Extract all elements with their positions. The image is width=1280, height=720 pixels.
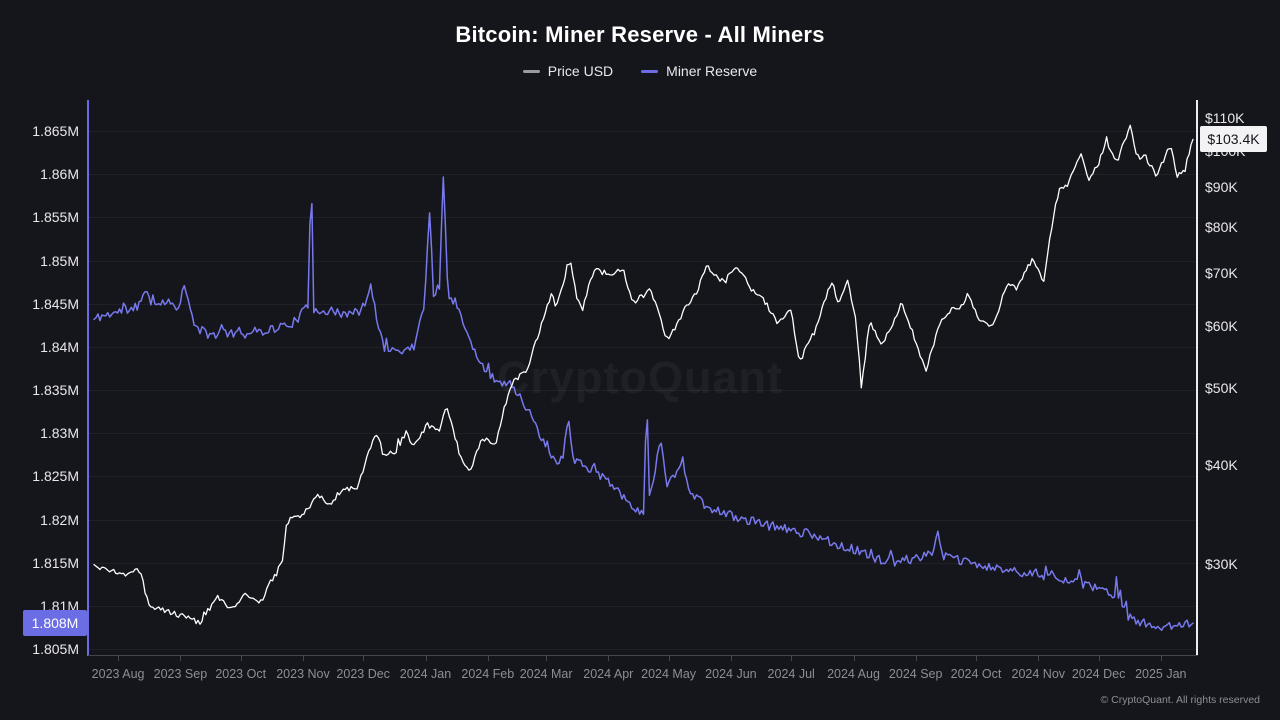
x-axis-tick-label: 2025 Jan bbox=[1135, 667, 1187, 681]
gridline bbox=[89, 519, 1196, 521]
x-axis-tick bbox=[487, 656, 489, 661]
legend-item-reserve[interactable]: Miner Reserve bbox=[641, 63, 757, 79]
x-axis-tick bbox=[791, 656, 793, 661]
x-axis-tick bbox=[915, 656, 917, 661]
legend-item-price[interactable]: Price USD bbox=[522, 63, 614, 79]
x-axis-tick-label: 2024 Aug bbox=[827, 667, 880, 681]
x-axis-tick bbox=[976, 656, 977, 661]
left-axis-tick-label: 1.855M bbox=[32, 209, 79, 226]
right-axis-tick-label: $60K bbox=[1205, 317, 1238, 334]
right-axis-tick-label: $50K bbox=[1205, 380, 1238, 397]
left-axis-line bbox=[87, 100, 89, 656]
right-axis-tick-label: $110K bbox=[1205, 110, 1245, 127]
gridline bbox=[89, 131, 1196, 133]
x-axis-tick-label: 2023 Nov bbox=[276, 667, 330, 681]
x-axis-tick bbox=[240, 656, 242, 661]
x-axis-tick-label: 2024 Nov bbox=[1011, 667, 1066, 681]
gridline bbox=[89, 649, 1196, 651]
gridline bbox=[89, 217, 1196, 219]
gridline bbox=[89, 390, 1196, 392]
legend-label-price: Price USD bbox=[547, 63, 614, 79]
x-axis-line bbox=[88, 655, 1198, 656]
legend-label-reserve: Miner Reserve bbox=[666, 63, 758, 79]
left-axis-tick-label: 1.815M bbox=[32, 554, 79, 571]
gridline bbox=[89, 346, 1196, 348]
x-axis-tick-label: 2024 May bbox=[641, 667, 697, 681]
x-axis-tick bbox=[853, 656, 855, 661]
x-axis-tick bbox=[730, 656, 732, 661]
left-axis-tick-label: 1.86M bbox=[40, 166, 79, 183]
x-axis-tick bbox=[546, 656, 548, 661]
right-axis-tick-label: $40K bbox=[1205, 456, 1238, 473]
x-axis-tick bbox=[425, 656, 427, 661]
gridline bbox=[89, 476, 1196, 478]
x-axis-tick bbox=[180, 656, 182, 661]
price-last-value-badge: $103.4K bbox=[1200, 126, 1267, 153]
x-axis-tick bbox=[1098, 656, 1100, 661]
copyright-text: © CryptoQuant. All rights reserved bbox=[1100, 694, 1260, 706]
right-axis-tick-label: $70K bbox=[1205, 265, 1238, 282]
x-axis-tick-label: 2023 Sep bbox=[153, 667, 208, 681]
gridline bbox=[89, 562, 1196, 564]
left-axis-tick-label: 1.835M bbox=[32, 382, 79, 399]
reserve-last-value-badge: 1.808M bbox=[23, 610, 87, 637]
x-axis-tick bbox=[1160, 656, 1162, 661]
x-axis-tick-label: 2024 Apr bbox=[583, 667, 634, 681]
left-axis-tick-label: 1.845M bbox=[32, 295, 79, 312]
reserve-line-swatch-icon bbox=[641, 69, 659, 73]
x-axis-tick bbox=[668, 656, 670, 661]
x-axis-tick bbox=[1038, 656, 1040, 661]
x-axis-tick-label: 2024 Feb bbox=[461, 667, 515, 681]
x-axis-tick-label: 2024 Jun bbox=[705, 667, 757, 681]
right-axis-tick-label: $90K bbox=[1205, 179, 1238, 195]
x-axis-tick-label: 2024 Jul bbox=[767, 667, 815, 681]
gridline bbox=[89, 174, 1196, 176]
x-axis-tick bbox=[363, 656, 365, 661]
legend: Price USD Miner Reserve bbox=[0, 63, 1280, 79]
x-axis-tick-label: 2023 Oct bbox=[215, 667, 267, 681]
cryptoquant-watermark: CryptoQuant bbox=[497, 352, 783, 403]
x-axis-tick bbox=[118, 656, 120, 661]
x-axis-tick-label: 2024 Jan bbox=[399, 667, 452, 681]
x-axis-tick bbox=[608, 656, 610, 661]
left-axis-tick-label: 1.84M bbox=[40, 338, 79, 355]
chart-title: Bitcoin: Miner Reserve - All Miners bbox=[455, 22, 825, 47]
left-axis-tick-label: 1.85M bbox=[40, 252, 79, 269]
x-axis-tick-label: 2024 Sep bbox=[888, 667, 943, 681]
x-axis-tick-label: 2024 Dec bbox=[1071, 667, 1126, 681]
gridline bbox=[89, 260, 1196, 262]
left-axis-tick-label: 1.83M bbox=[40, 425, 79, 442]
left-axis-tick-label: 1.865M bbox=[32, 123, 79, 140]
gridline bbox=[89, 433, 1196, 435]
x-axis-tick-label: 2024 Oct bbox=[950, 667, 1002, 681]
left-axis-tick-label: 1.82M bbox=[40, 511, 79, 528]
left-axis-tick-label: 1.805M bbox=[32, 641, 79, 658]
left-axis-tick-label: 1.81M bbox=[40, 597, 79, 614]
gridline bbox=[89, 605, 1196, 607]
left-axis-tick-label: 1.825M bbox=[32, 468, 79, 485]
right-axis-tick-label: $30K bbox=[1205, 555, 1238, 572]
right-axis-line bbox=[1196, 100, 1198, 656]
x-axis-tick bbox=[303, 656, 304, 661]
x-axis-tick-label: 2023 Aug bbox=[91, 667, 145, 681]
gridline bbox=[89, 303, 1196, 305]
price-line-swatch-icon bbox=[522, 69, 540, 73]
series-line-price-usd bbox=[93, 124, 1194, 625]
right-axis-tick-label: $80K bbox=[1205, 219, 1238, 236]
x-axis-tick-label: 2023 Dec bbox=[336, 667, 390, 681]
x-axis-tick-label: 2024 Mar bbox=[519, 667, 573, 681]
